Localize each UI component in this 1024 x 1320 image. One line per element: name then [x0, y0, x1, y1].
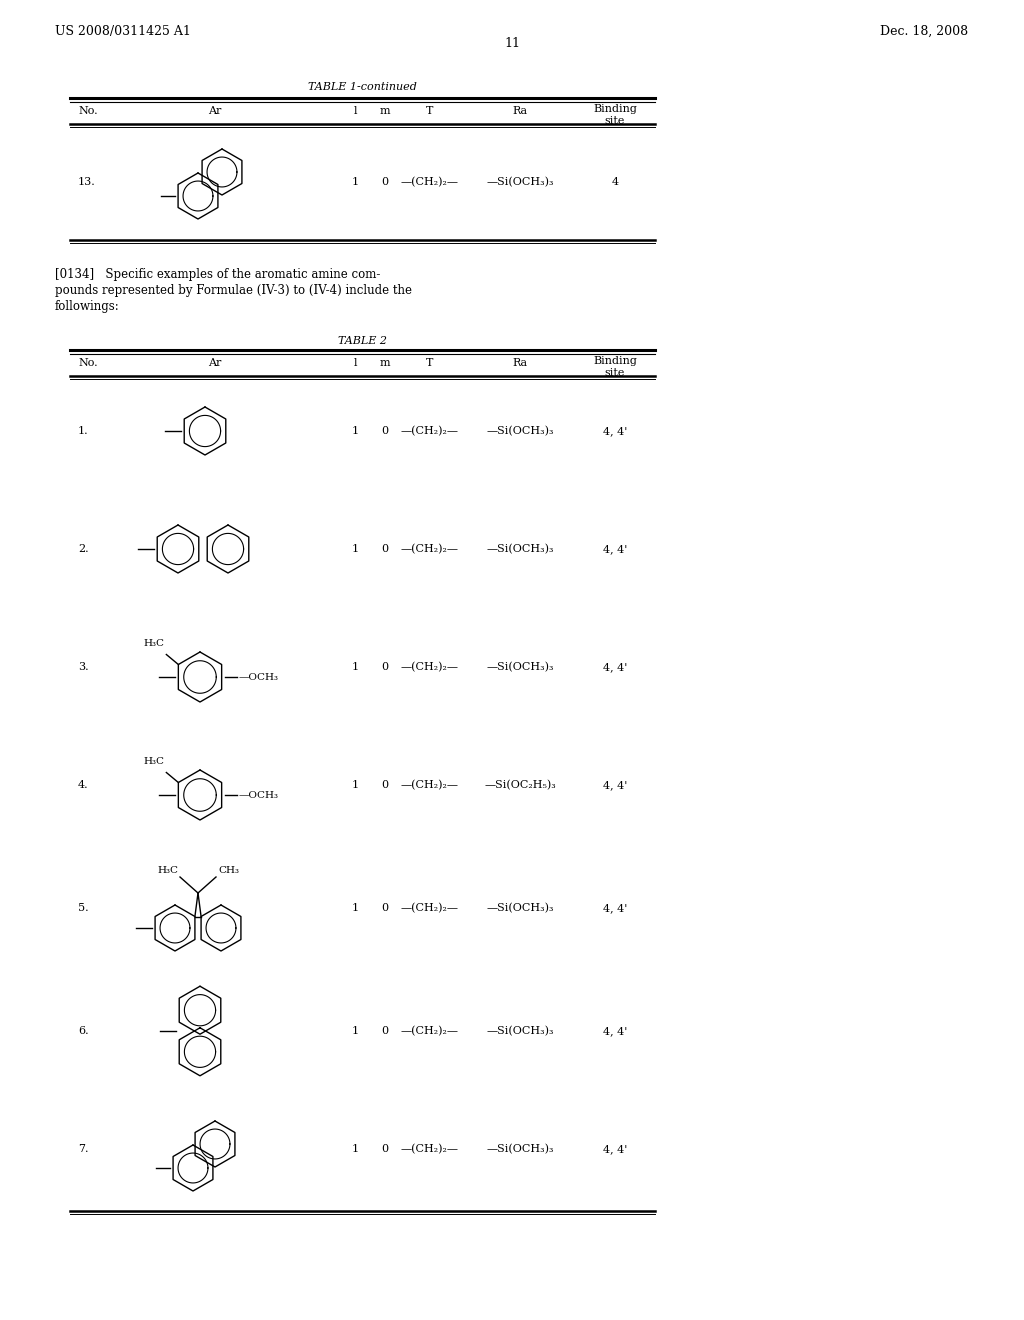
Text: Ar: Ar: [208, 358, 221, 368]
Text: 7.: 7.: [78, 1144, 88, 1154]
Text: —(CH₂)₂—: —(CH₂)₂—: [401, 903, 459, 913]
Text: [0134]   Specific examples of the aromatic amine com-: [0134] Specific examples of the aromatic…: [55, 268, 380, 281]
Text: Dec. 18, 2008: Dec. 18, 2008: [880, 25, 968, 38]
Text: 1.: 1.: [78, 426, 89, 436]
Text: 1: 1: [351, 177, 358, 187]
Text: 4, 4': 4, 4': [603, 1026, 627, 1036]
Text: TABLE 1-continued: TABLE 1-continued: [308, 82, 417, 92]
Text: T: T: [426, 358, 434, 368]
Text: followings:: followings:: [55, 300, 120, 313]
Text: 0: 0: [381, 903, 388, 913]
Text: 0: 0: [381, 1026, 388, 1036]
Text: 4.: 4.: [78, 780, 89, 789]
Text: 0: 0: [381, 1144, 388, 1154]
Text: 4, 4': 4, 4': [603, 903, 627, 913]
Text: —(CH₂)₂—: —(CH₂)₂—: [401, 544, 459, 554]
Text: 3.: 3.: [78, 663, 89, 672]
Text: 4: 4: [611, 177, 618, 187]
Text: No.: No.: [78, 106, 97, 116]
Text: H₃C: H₃C: [143, 758, 164, 767]
Text: 4, 4': 4, 4': [603, 1144, 627, 1154]
Text: 4, 4': 4, 4': [603, 426, 627, 436]
Text: 0: 0: [381, 544, 388, 554]
Text: —Si(OC₂H₅)₃: —Si(OC₂H₅)₃: [484, 780, 556, 791]
Text: 0: 0: [381, 177, 388, 187]
Text: H₃C: H₃C: [157, 866, 178, 875]
Text: 4, 4': 4, 4': [603, 544, 627, 554]
Text: 5.: 5.: [78, 903, 89, 913]
Text: —(CH₂)₂—: —(CH₂)₂—: [401, 177, 459, 187]
Text: Ar: Ar: [208, 106, 221, 116]
Text: 0: 0: [381, 663, 388, 672]
Text: —Si(OCH₃)₃: —Si(OCH₃)₃: [486, 544, 554, 554]
Text: —(CH₂)₂—: —(CH₂)₂—: [401, 661, 459, 672]
Text: 1: 1: [351, 780, 358, 789]
Text: 11: 11: [504, 37, 520, 50]
Text: 1: 1: [351, 1026, 358, 1036]
Text: —Si(OCH₃)₃: —Si(OCH₃)₃: [486, 903, 554, 913]
Text: site: site: [605, 368, 626, 378]
Text: 1: 1: [351, 903, 358, 913]
Text: —Si(OCH₃)₃: —Si(OCH₃)₃: [486, 661, 554, 672]
Text: l: l: [353, 106, 356, 116]
Text: 6.: 6.: [78, 1026, 89, 1036]
Text: —Si(OCH₃)₃: —Si(OCH₃)₃: [486, 426, 554, 436]
Text: —(CH₂)₂—: —(CH₂)₂—: [401, 426, 459, 436]
Text: —Si(OCH₃)₃: —Si(OCH₃)₃: [486, 1026, 554, 1036]
Text: —OCH₃: —OCH₃: [239, 672, 279, 681]
Text: CH₃: CH₃: [218, 866, 239, 875]
Text: pounds represented by Formulae (IV-3) to (IV-4) include the: pounds represented by Formulae (IV-3) to…: [55, 284, 412, 297]
Text: 13.: 13.: [78, 177, 96, 187]
Text: —(CH₂)₂—: —(CH₂)₂—: [401, 1026, 459, 1036]
Text: —Si(OCH₃)₃: —Si(OCH₃)₃: [486, 1144, 554, 1154]
Text: T: T: [426, 106, 434, 116]
Text: 2.: 2.: [78, 544, 89, 554]
Text: 1: 1: [351, 663, 358, 672]
Text: H₃C: H₃C: [143, 639, 164, 648]
Text: l: l: [353, 358, 356, 368]
Text: 1: 1: [351, 1144, 358, 1154]
Text: site: site: [605, 116, 626, 125]
Text: —OCH₃: —OCH₃: [239, 791, 279, 800]
Text: 0: 0: [381, 780, 388, 789]
Text: 1: 1: [351, 544, 358, 554]
Text: m: m: [380, 106, 390, 116]
Text: —Si(OCH₃)₃: —Si(OCH₃)₃: [486, 177, 554, 187]
Text: 4, 4': 4, 4': [603, 780, 627, 789]
Text: Ra: Ra: [512, 106, 527, 116]
Text: Binding: Binding: [593, 104, 637, 114]
Text: 0: 0: [381, 426, 388, 436]
Text: Binding: Binding: [593, 356, 637, 366]
Text: US 2008/0311425 A1: US 2008/0311425 A1: [55, 25, 190, 38]
Text: m: m: [380, 358, 390, 368]
Text: 1: 1: [351, 426, 358, 436]
Text: No.: No.: [78, 358, 97, 368]
Text: —(CH₂)₂—: —(CH₂)₂—: [401, 1144, 459, 1154]
Text: Ra: Ra: [512, 358, 527, 368]
Text: 4, 4': 4, 4': [603, 663, 627, 672]
Text: TABLE 2: TABLE 2: [338, 337, 387, 346]
Text: —(CH₂)₂—: —(CH₂)₂—: [401, 780, 459, 791]
